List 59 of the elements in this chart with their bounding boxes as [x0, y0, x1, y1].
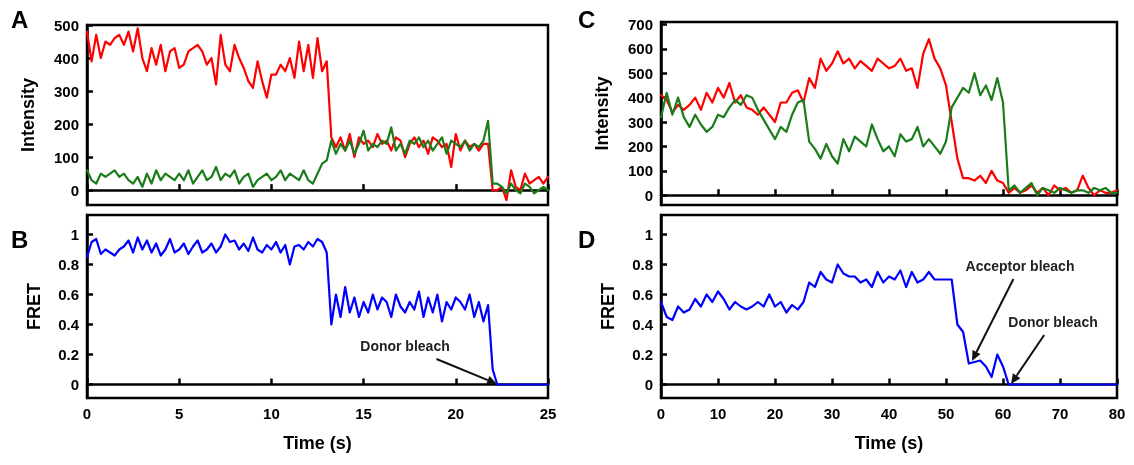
y-tick-label: 400 [627, 89, 653, 107]
x-axis-title: Time (s) [854, 433, 924, 453]
x-tick-label: 5 [175, 405, 184, 422]
y-tick-label: 0.8 [58, 256, 79, 273]
y-tick-label: 300 [627, 113, 653, 131]
y-tick-label: 0.2 [632, 346, 653, 363]
chart-title: C [578, 5, 596, 33]
x-tick-label: 15 [355, 405, 372, 422]
x-tick-label: 0 [82, 405, 92, 422]
x-tick-label: 70 [1051, 405, 1069, 422]
y-tick-label: 0 [644, 186, 653, 204]
y-tick-label: 600 [627, 40, 653, 58]
annotation: Donor bleach [360, 338, 450, 354]
y-tick-label: 0.4 [632, 316, 654, 333]
y-tick-label: 500 [627, 64, 653, 82]
y-axis-title: Intensity [18, 77, 38, 153]
y-tick-label: 1 [70, 226, 79, 243]
y-tick-label: 0.6 [632, 286, 653, 303]
chart-title: B [11, 225, 29, 253]
x-tick-label: 30 [823, 405, 841, 422]
y-tick-label: 300 [53, 82, 79, 100]
y-tick-label: 500 [53, 16, 79, 34]
y-axis-title: FRET [598, 283, 618, 330]
line-series [85, 119, 550, 195]
x-tick-label: 20 [766, 405, 784, 422]
annotation: Acceptor bleach [965, 258, 1075, 274]
y-tick-label: 0 [70, 376, 79, 393]
x-tick-label: 10 [709, 405, 727, 422]
y-tick-label: 0.2 [58, 346, 79, 363]
y-tick-label: 1 [644, 226, 653, 243]
x-tick-label: 25 [539, 405, 557, 422]
x-tick-label: 40 [880, 405, 898, 422]
y-tick-label: 400 [53, 49, 79, 67]
x-tick-label: 20 [447, 405, 465, 422]
annotation: Donor bleach [1008, 314, 1098, 330]
y-axis-title: FRET [24, 283, 44, 330]
y-tick-label: 100 [53, 148, 79, 166]
x-tick-label: 0 [656, 405, 666, 422]
y-axis-title: Intensity [592, 76, 612, 151]
y-tick-label: 0 [70, 181, 79, 199]
line-series [85, 233, 550, 386]
y-tick-label: 0.4 [58, 316, 80, 333]
y-tick-label: 700 [627, 15, 653, 33]
chart-title: D [578, 225, 596, 253]
y-tick-label: 100 [627, 162, 653, 180]
y-tick-label: 200 [53, 115, 79, 133]
x-tick-label: 80 [1108, 405, 1126, 422]
y-tick-label: 0.6 [58, 286, 79, 303]
x-axis-title: Time (s) [283, 433, 352, 453]
x-tick-label: 60 [994, 405, 1012, 422]
y-tick-label: 0 [644, 376, 653, 393]
line-series [659, 37, 1119, 197]
x-tick-label: 10 [263, 405, 280, 422]
x-tick-label: 50 [937, 405, 955, 422]
y-tick-label: 0.8 [632, 256, 653, 273]
line-series [85, 27, 550, 202]
line-series [659, 72, 1119, 197]
chart-title: A [11, 5, 29, 33]
y-tick-label: 200 [627, 137, 653, 155]
